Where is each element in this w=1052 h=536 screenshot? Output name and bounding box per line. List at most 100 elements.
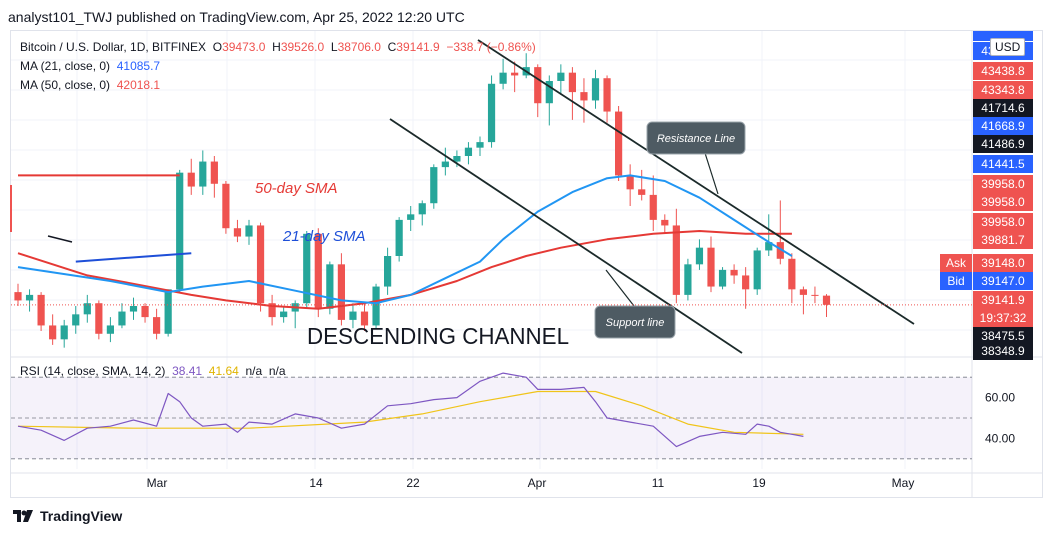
- candle: [788, 253, 796, 304]
- x-tick-label: Mar: [147, 476, 168, 490]
- ma50-line: [17, 230, 792, 310]
- publish-header: analyst101_TWJ published on TradingView.…: [8, 6, 465, 28]
- candle-body: [615, 111, 623, 176]
- rsi-band-fill: [11, 377, 972, 459]
- candle-body: [672, 225, 680, 295]
- candle: [591, 69, 600, 109]
- candle-body: [626, 175, 634, 190]
- candle-body: [37, 294, 45, 326]
- candle-body: [822, 295, 831, 305]
- price-label-text: 19:37:32: [980, 311, 1027, 325]
- candle: [730, 264, 738, 284]
- rsi-value: 38.41: [172, 364, 203, 378]
- price-label-text: 43343.8: [981, 83, 1025, 97]
- candle: [372, 283, 380, 329]
- candle-body: [25, 294, 34, 301]
- candle-body: [453, 156, 461, 162]
- candle: [707, 236, 715, 293]
- author-name[interactable]: analyst101_TWJ: [8, 9, 113, 25]
- candle-body: [326, 264, 334, 309]
- candle-body: [60, 325, 68, 340]
- tradingview-brand[interactable]: TradingView: [40, 508, 123, 524]
- candle: [176, 169, 184, 293]
- tradingview-logo-icon: [13, 510, 33, 522]
- ma21-label[interactable]: MA (21, close, 0): [20, 59, 111, 73]
- rsi-band-lower: n/a: [268, 364, 286, 378]
- candle-body: [430, 167, 438, 204]
- resistance-line: [477, 39, 915, 325]
- candle-body: [476, 142, 484, 148]
- candle: [349, 303, 357, 329]
- candle-body: [176, 172, 184, 290]
- price-label-text: 39147.0: [981, 274, 1025, 288]
- candle-body: [661, 219, 669, 226]
- candle-body: [511, 72, 519, 76]
- currency-button[interactable]: USD: [990, 38, 1026, 56]
- candle-body: [407, 214, 415, 220]
- candle: [222, 181, 230, 234]
- candle: [245, 219, 253, 245]
- price-axis-label: 43343.8: [973, 81, 1033, 99]
- candle: [129, 297, 138, 320]
- price-tag-bg: [940, 254, 972, 272]
- price-label-bg: [973, 99, 1033, 117]
- candle: [256, 222, 265, 312]
- resistance-callout-text: Resistance Line: [657, 133, 735, 145]
- rsi-label[interactable]: RSI (14, close, SMA, 14, 2): [20, 364, 166, 378]
- rsi-legend: RSI (14, close, SMA, 14, 2) 38.41 41.64 …: [20, 364, 286, 378]
- candle-body: [441, 161, 449, 168]
- chart-frame: [10, 30, 1043, 498]
- price-label-bg: [973, 81, 1033, 99]
- candle-body: [106, 325, 114, 334]
- x-tick-label: 14: [309, 476, 323, 490]
- price-axis-label: 39148.0 Ask: [940, 254, 1033, 272]
- candle: [753, 247, 761, 295]
- price-axis-label: 19:37:32: [973, 309, 1033, 327]
- candle-body: [534, 67, 542, 104]
- x-tick-label: May: [892, 476, 915, 490]
- ma21-value: 41085.7: [116, 59, 161, 73]
- candle: [141, 303, 149, 323]
- candle-body: [95, 303, 103, 334]
- candle-body: [199, 161, 207, 187]
- candle-body: [210, 161, 218, 184]
- candle: [499, 58, 507, 90]
- candle: [672, 208, 680, 304]
- price-label-text: 43438.8: [981, 64, 1025, 78]
- ma50-label[interactable]: MA (50, close, 0): [20, 78, 111, 92]
- candle-body: [591, 78, 600, 101]
- high-value: 39526.0: [280, 40, 325, 54]
- price-axis-label: 41668.9: [973, 117, 1033, 135]
- candle-body: [233, 228, 242, 237]
- candle: [638, 169, 646, 201]
- candle: [649, 175, 657, 231]
- candle-body: [83, 303, 91, 315]
- price-label-text: 39958.0: [981, 215, 1025, 229]
- candle: [776, 200, 784, 265]
- candle: [95, 300, 103, 340]
- candle: [557, 64, 565, 95]
- candle: [695, 239, 704, 270]
- candle: [360, 303, 369, 331]
- candle-body: [811, 294, 819, 296]
- candle-body: [222, 183, 230, 229]
- candle: [487, 75, 496, 148]
- ma50-value: 42018.1: [116, 78, 161, 92]
- price-label-bg: [973, 135, 1033, 153]
- price-axis-label: 39958.0: [973, 193, 1033, 211]
- candle: [765, 214, 773, 256]
- candle-body: [314, 233, 322, 309]
- close-label: C: [387, 40, 397, 54]
- published-text: published on TradingView.com, Apr 25, 20…: [116, 9, 465, 25]
- candle: [684, 258, 692, 301]
- price-axis-label: 41714.6: [973, 99, 1033, 117]
- sma50-annotation: 50-day SMA: [255, 180, 338, 197]
- symbol-label[interactable]: Bitcoin / U.S. Dollar, 1D, BITFINEX: [20, 40, 207, 54]
- candle-body: [153, 317, 161, 334]
- candle: [280, 306, 288, 323]
- candle-body: [349, 311, 357, 320]
- x-tick-label: 22: [406, 476, 420, 490]
- candle: [742, 267, 750, 309]
- candle: [511, 61, 519, 93]
